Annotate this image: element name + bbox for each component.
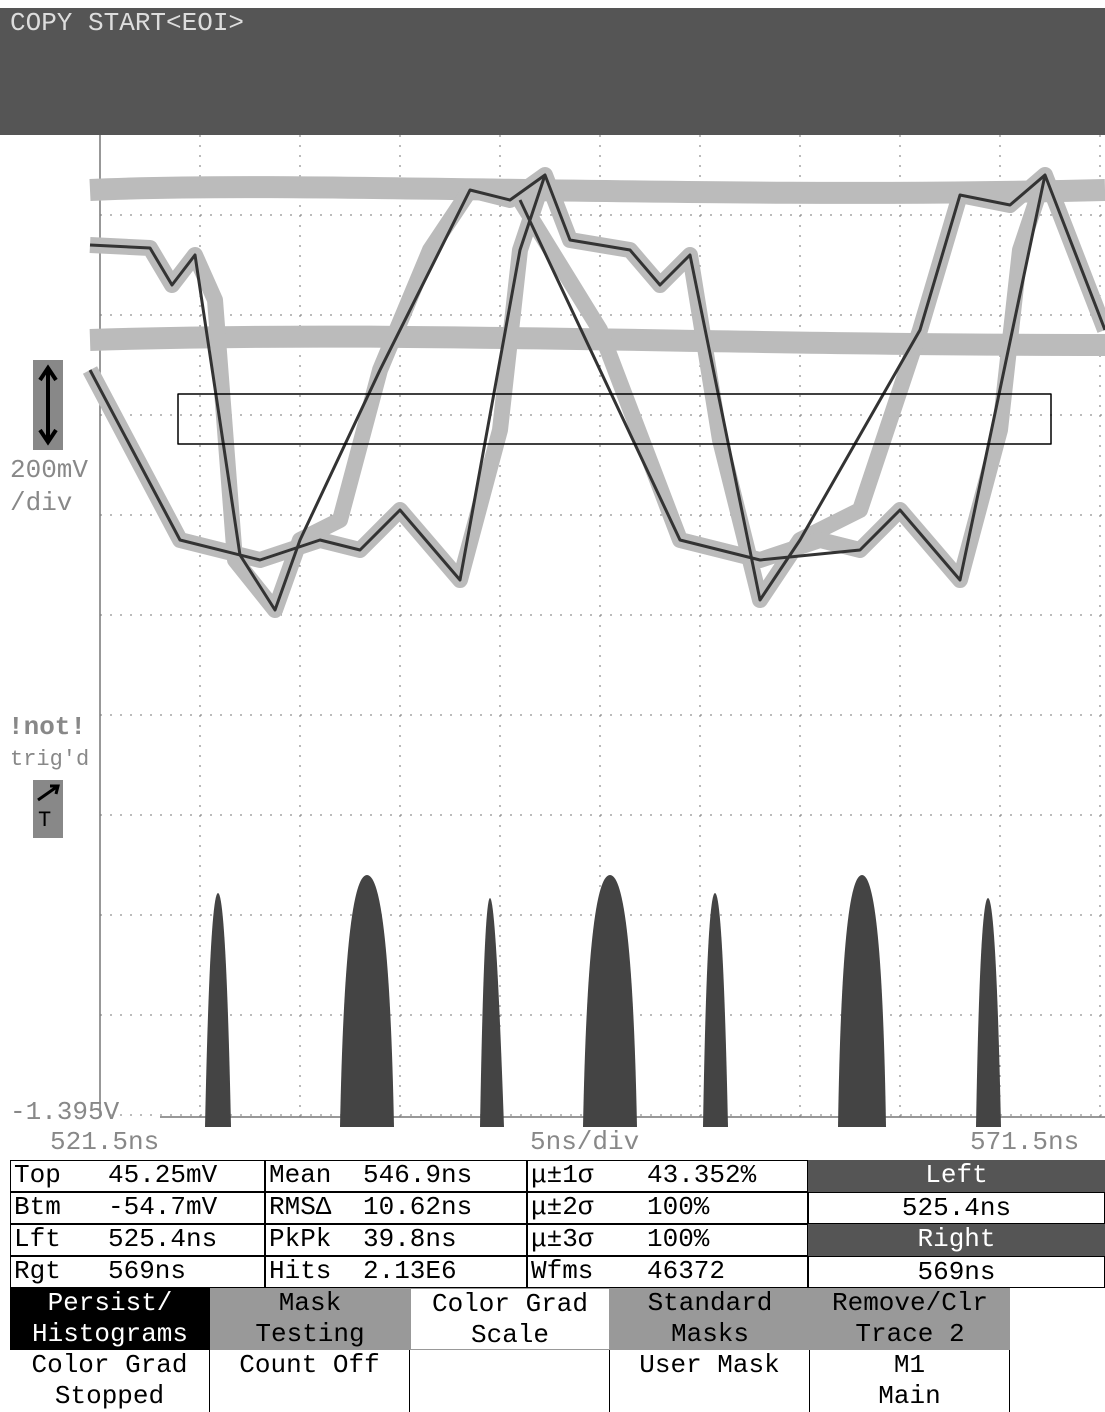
histogram-peak bbox=[480, 898, 504, 1127]
time-per-div: 5ns/div bbox=[530, 1127, 639, 1157]
waveforms bbox=[90, 175, 1105, 610]
measurement-value: 39.8ns bbox=[363, 1224, 457, 1254]
histogram bbox=[205, 875, 1001, 1127]
menu-setting: M1 Main bbox=[810, 1350, 1010, 1412]
measurement-value: 546.9ns bbox=[363, 1160, 472, 1190]
menu-setting: Count Off bbox=[210, 1350, 410, 1412]
histogram-peak bbox=[205, 893, 231, 1127]
measurement-value: 10.62ns bbox=[363, 1192, 472, 1222]
menu-button[interactable]: Standard Masks bbox=[610, 1288, 810, 1350]
measurement-label: Lft bbox=[14, 1224, 61, 1254]
menu-setting bbox=[410, 1350, 610, 1412]
trigger-icon-label: T bbox=[38, 806, 51, 836]
measurement-label: Wfms bbox=[531, 1256, 593, 1286]
menu-button[interactable]: Remove/Clr Trace 2 bbox=[810, 1288, 1010, 1350]
measurement-value: 43.352% bbox=[647, 1160, 756, 1190]
measurement-label: Mean bbox=[269, 1160, 331, 1190]
measurement-value: 100% bbox=[647, 1192, 709, 1222]
measurement-value: -54.7mV bbox=[108, 1192, 217, 1222]
histogram-peak bbox=[340, 875, 394, 1127]
measurement-label: μ±3σ bbox=[531, 1224, 593, 1254]
right-label: Right bbox=[808, 1224, 1105, 1256]
measurement-label: PkPk bbox=[269, 1224, 331, 1254]
measurement-value: 45.25mV bbox=[108, 1160, 217, 1190]
measurement-value: 100% bbox=[647, 1224, 709, 1254]
scope-screen: COPY START<EOI> 200mV /div !not! trig'd … bbox=[0, 0, 1105, 1412]
measurement-value: 569ns bbox=[108, 1256, 186, 1286]
measurement-label: Btm bbox=[14, 1192, 61, 1222]
volts-unit: /div bbox=[10, 488, 72, 518]
menu-setting: User Mask bbox=[610, 1350, 810, 1412]
measurement-value: 2.13E6 bbox=[363, 1256, 457, 1286]
bottom-level: -1.395V bbox=[10, 1097, 119, 1127]
measurement-label: RMSΔ bbox=[269, 1192, 331, 1222]
measurement-value: 525.4ns bbox=[108, 1224, 217, 1254]
waveform-trace bbox=[90, 175, 1105, 610]
histogram-peak bbox=[583, 875, 637, 1127]
left-value: 525.4ns bbox=[808, 1192, 1105, 1224]
measurement-value: 46372 bbox=[647, 1256, 725, 1286]
measurement-label: Hits bbox=[269, 1256, 331, 1286]
measurement-label: μ±1σ bbox=[531, 1160, 593, 1190]
histogram-peak bbox=[838, 875, 886, 1127]
volts-per-div: 200mV bbox=[10, 455, 88, 485]
menu-button[interactable]: Persist/ Histograms bbox=[10, 1288, 210, 1350]
time-end: 571.5ns bbox=[970, 1127, 1079, 1157]
histogram-peak bbox=[703, 893, 728, 1127]
left-label: Left bbox=[808, 1160, 1105, 1192]
time-start: 521.5ns bbox=[50, 1127, 159, 1157]
right-value: 569ns bbox=[808, 1256, 1105, 1288]
menu-button[interactable]: Mask Testing bbox=[210, 1288, 410, 1350]
measurement-label: μ±2σ bbox=[531, 1192, 593, 1222]
menu-button[interactable]: Color Grad Scale bbox=[410, 1288, 610, 1350]
trigger-state: trig'd bbox=[10, 745, 89, 775]
measurement-label: Rgt bbox=[14, 1256, 61, 1286]
histogram-peak bbox=[976, 898, 1001, 1127]
measurement-label: Top bbox=[14, 1160, 61, 1190]
menu-setting: Color Grad Stopped bbox=[10, 1350, 210, 1412]
trigger-status: !not! bbox=[8, 712, 86, 742]
